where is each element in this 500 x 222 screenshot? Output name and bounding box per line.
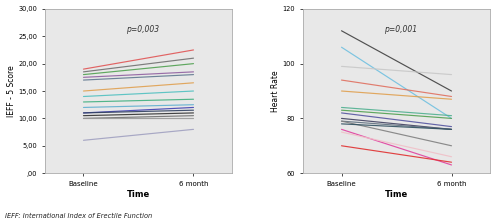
X-axis label: Time: Time <box>385 190 408 198</box>
Text: p=0,001: p=0,001 <box>384 25 417 34</box>
Y-axis label: IEFF - 5 Score: IEFF - 5 Score <box>6 65 16 117</box>
Y-axis label: Heart Rate: Heart Rate <box>271 70 280 112</box>
Text: IEFF: International Index of Erectile Function: IEFF: International Index of Erectile Fu… <box>5 212 152 219</box>
X-axis label: Time: Time <box>127 190 150 198</box>
Text: p=0,003: p=0,003 <box>126 25 159 34</box>
